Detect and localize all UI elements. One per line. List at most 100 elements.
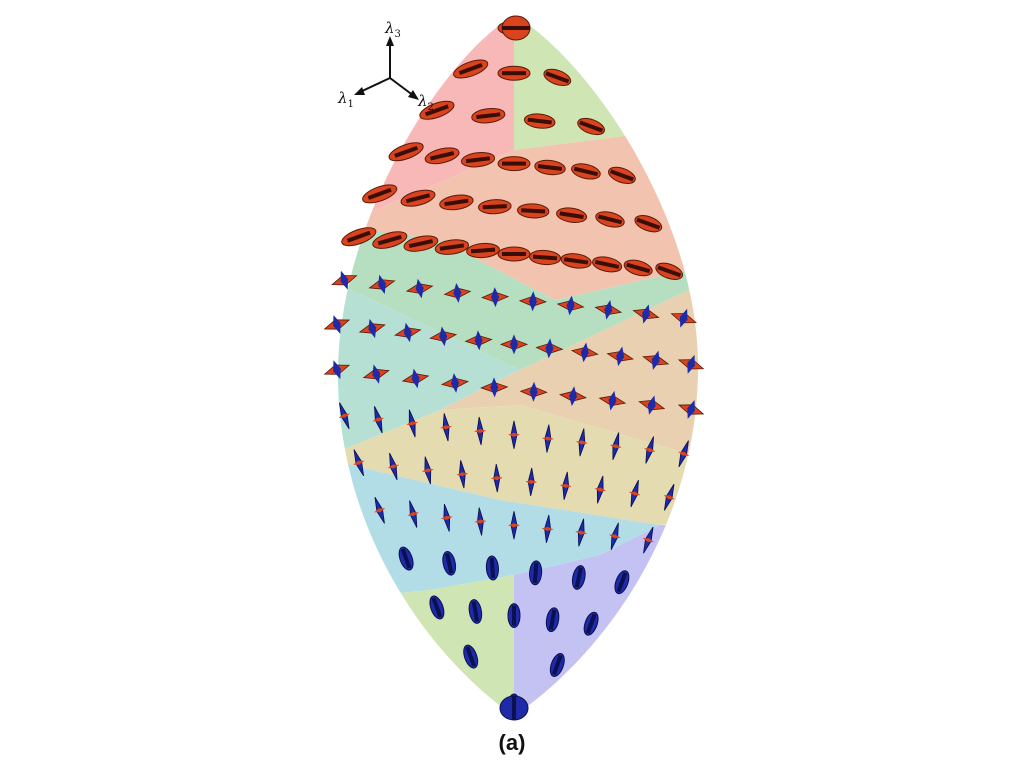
- tensor-glyph: [606, 346, 635, 367]
- tensor-glyph: [534, 159, 566, 176]
- tensor-glyph: [535, 338, 564, 359]
- tensor-glyph: [663, 483, 675, 511]
- glyph-layer: [323, 15, 705, 721]
- tensor-glyph: [323, 360, 351, 380]
- tensor-glyph: [440, 503, 453, 532]
- tensor-glyph: [609, 432, 622, 461]
- tensor-glyph: [400, 189, 436, 207]
- tensor-glyph: [508, 420, 520, 449]
- tensor-glyph: [497, 156, 531, 172]
- tensor-glyph: [471, 107, 506, 124]
- tensor-glyph: [440, 373, 470, 393]
- axes-indicator: λ3 λ1 λ2: [337, 19, 434, 113]
- region-beige: [337, 405, 699, 525]
- figure-caption: (a): [498, 730, 526, 755]
- tensor-glyph: [368, 274, 396, 295]
- tensor-glyph: [583, 611, 599, 636]
- tensor-glyph: [497, 246, 531, 262]
- tensor-glyph: [545, 607, 560, 633]
- tensor-glyph: [480, 377, 509, 398]
- tensor-glyph: [456, 460, 469, 489]
- tensor-glyph: [519, 381, 548, 402]
- tensor-glyph: [434, 239, 470, 255]
- tensor-glyph: [594, 475, 607, 504]
- tensor-glyph: [528, 249, 562, 266]
- tensor-glyph: [474, 507, 487, 536]
- tensor-glyph: [429, 595, 445, 620]
- tensor-glyph-top: [501, 15, 531, 41]
- tensor-glyph: [474, 416, 487, 446]
- tensor-glyph: [559, 471, 572, 500]
- tensor-glyph: [358, 318, 386, 339]
- tensor-glyph: [575, 518, 588, 547]
- tensor-glyph: [598, 390, 627, 411]
- tensor-glyph: [541, 424, 554, 453]
- region-layer: [337, 15, 699, 716]
- tensor-glyph: [595, 211, 625, 228]
- tensor-glyph: [401, 368, 430, 389]
- tensor-glyph: [372, 405, 385, 434]
- tensor-glyph: [362, 184, 398, 204]
- tensor-glyph: [468, 599, 483, 624]
- axis-label-lambda3: λ3: [384, 19, 401, 40]
- tensor-glyph: [443, 282, 472, 303]
- tensor-glyph: [670, 308, 697, 328]
- tensor-glyph: [549, 653, 565, 677]
- tensor-glyph: [523, 113, 556, 129]
- tensor-glyph: [338, 402, 350, 430]
- tensor-glyph: [518, 291, 548, 312]
- tensor-glyph: [497, 65, 531, 81]
- tensor-glyph: [558, 386, 588, 407]
- tensor-glyph: [440, 413, 453, 442]
- tensor-glyph: [507, 603, 521, 629]
- tensor-glyph: [677, 400, 705, 419]
- tensor-glyph: [387, 452, 400, 481]
- tensor-glyph: [608, 166, 636, 185]
- tensor-glyph: [634, 215, 663, 233]
- tensor-glyph: [499, 334, 529, 355]
- tensor-glyph: [453, 59, 489, 79]
- tensor-glyph: [439, 194, 474, 211]
- tensor-glyph: [609, 522, 621, 551]
- tensor-glyph: [478, 199, 512, 215]
- tensor-glyph: [642, 350, 670, 370]
- axis-label-lambda2: λ2: [417, 92, 434, 113]
- tensor-glyph: [421, 456, 434, 485]
- region-lightgreen: [514, 15, 699, 150]
- tensor-glyph: [541, 514, 554, 543]
- tensor-glyph: [614, 570, 630, 595]
- tensor-glyph: [517, 203, 550, 219]
- tensor-glyph: [529, 560, 543, 586]
- tensor-glyph: [643, 436, 656, 464]
- tensor-glyph: [575, 428, 588, 457]
- tensor-glyph: [560, 253, 592, 269]
- tensor-glyph: [388, 142, 424, 162]
- tensor-glyph: [678, 440, 690, 468]
- tensor-glyph: [464, 330, 493, 351]
- tensor-glyph: [460, 151, 496, 168]
- tensor-glyph: [556, 295, 585, 316]
- tensor-glyph: [398, 546, 414, 571]
- tensor-glyph: [405, 278, 434, 299]
- tensor-glyph: [419, 100, 455, 120]
- tensor-glyph: [571, 565, 586, 590]
- tensor-glyph: [638, 395, 666, 415]
- tensor-glyph: [323, 315, 351, 334]
- tensor-glyph: [570, 342, 599, 363]
- tensor-glyph: [466, 242, 500, 259]
- tensor-glyph: [442, 550, 457, 576]
- region-lightgreen-bottom: [337, 575, 514, 716]
- tensor-glyph: [571, 163, 601, 180]
- region-tan: [440, 280, 699, 460]
- tensor-glyph: [480, 287, 510, 308]
- tensor-glyph: [424, 147, 460, 165]
- tensor-glyph: [508, 511, 520, 540]
- tensor-glyph: [485, 555, 499, 581]
- tensor-glyph: [628, 479, 641, 508]
- tensor-glyph: [623, 259, 653, 277]
- tensor-glyph-bottom: [499, 695, 529, 721]
- tensor-glyph: [403, 235, 439, 252]
- tensor-glyph: [632, 304, 660, 324]
